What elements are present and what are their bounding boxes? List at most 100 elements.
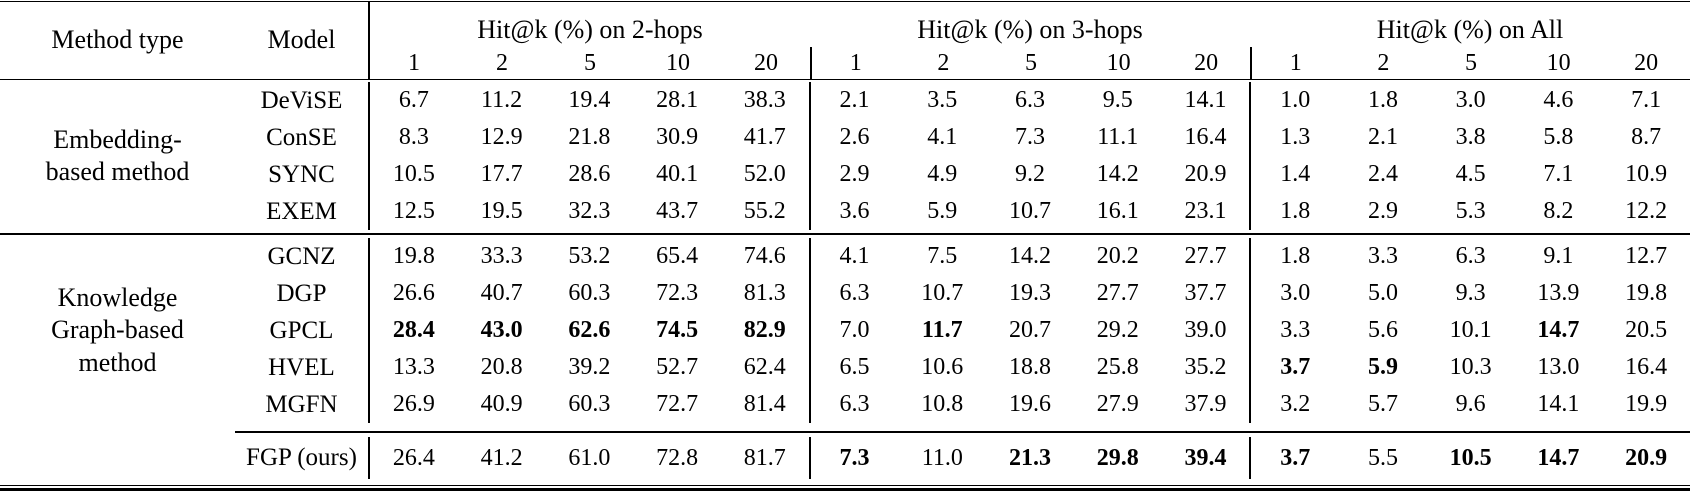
model-name: GPCL: [235, 312, 370, 349]
value-cell: 43.0: [480, 317, 523, 343]
value-cell: 37.9: [1184, 391, 1227, 417]
table-row: EXEM 12.5 19.5 32.3 43.7 55.2 3.6 5.9 10.7 16.1 23…: [235, 193, 1690, 230]
value-cell: 6.3: [1455, 243, 1486, 269]
value-group-2: 7.3 11.0 21.3 29.8 39.4: [808, 437, 1250, 479]
subcol-header: 10: [1106, 49, 1131, 76]
value-cell: 26.4: [392, 444, 435, 471]
value-cell: 14.7: [1537, 444, 1580, 471]
table-header: Method type Model Hit@k (%) on 2-hops 1 2 5…: [0, 0, 1690, 79]
value-cell: 26.9: [392, 391, 435, 417]
method-type-line: Embedding-: [53, 124, 182, 154]
subheader-row: 1 2 5 10 20: [810, 46, 1250, 79]
value-cell: 20.8: [480, 354, 523, 380]
table-row: GPCL 28.4 43.0 62.6 74.5 82.9 7.0 11.7 20.7 29.2 3…: [235, 312, 1690, 349]
value-cell: 2.9: [1367, 198, 1398, 224]
value-cell: 81.4: [743, 391, 786, 417]
subcol-header: 1: [408, 49, 420, 76]
value-cell: 12.5: [392, 198, 435, 224]
bottom-rules: [0, 485, 1690, 491]
value-group-1: 26.9 40.9 60.3 72.7 81.4: [370, 386, 809, 423]
value-cell: 16.4: [1184, 124, 1227, 150]
value-cell: 19.8: [1625, 280, 1668, 306]
value-cell: 16.4: [1625, 354, 1668, 380]
value-cell: 6.3: [839, 280, 870, 306]
method-type-label: Knowledge Graph-based method: [0, 235, 235, 426]
value-group-3: 3.0 5.0 9.3 13.9 19.8: [1249, 275, 1690, 312]
value-cell: 20.5: [1625, 317, 1668, 343]
value-cell: 7.1: [1543, 161, 1574, 187]
value-cell: 2.9: [839, 161, 870, 187]
value-cell: 1.0: [1280, 87, 1311, 113]
value-cell: 13.9: [1537, 280, 1580, 306]
value-group-1: 13.3 20.8 39.2 52.7 62.4: [370, 349, 809, 386]
model-name: DGP: [235, 275, 370, 312]
value-cell: 61.0: [568, 444, 611, 471]
value-cell: 3.3: [1280, 317, 1311, 343]
value-cell: 6.5: [839, 354, 870, 380]
value-group-3: 1.4 2.4 4.5 7.1 10.9: [1249, 156, 1690, 193]
value-cell: 14.2: [1009, 243, 1051, 269]
value-cell: 4.6: [1543, 87, 1574, 113]
value-cell: 41.2: [480, 444, 523, 471]
value-cell: 3.3: [1367, 243, 1398, 269]
model-name: DeViSE: [235, 82, 370, 119]
value-group-1: 26.4 41.2 61.0 72.8 81.7: [370, 437, 809, 479]
value-cell: 11.7: [921, 317, 963, 343]
value-cell: 28.1: [656, 87, 699, 113]
subcol-header: 5: [584, 49, 596, 76]
value-group-2: 6.3 10.7 19.3 27.7 37.7: [808, 275, 1250, 312]
value-group-3: 1.0 1.8 3.0 4.6 7.1: [1249, 82, 1690, 119]
value-group-3: 1.8 3.3 6.3 9.1 12.7: [1249, 238, 1690, 275]
col-header-model: Model: [235, 0, 370, 79]
group-title: Hit@k (%) on 2-hops: [477, 14, 703, 44]
value-cell: 10.8: [921, 391, 964, 417]
value-cell: 10.1: [1449, 317, 1492, 343]
value-cell: 9.6: [1455, 391, 1486, 417]
value-cell: 7.3: [1015, 124, 1045, 150]
value-cell: 7.3: [839, 444, 870, 471]
subheader-row: 1 2 5 10 20: [1250, 46, 1690, 79]
value-cell: 10.5: [392, 161, 435, 187]
subcol-header: 5: [1024, 49, 1037, 76]
header-group-2: Hit@k (%) on 3-hops 1 2 5 10 20: [810, 1, 1250, 79]
value-cell: 39.2: [568, 354, 611, 380]
value-cell: 30.9: [656, 124, 699, 150]
header-group-1: Hit@k (%) on 2-hops 1 2 5 10 20: [370, 1, 810, 79]
value-cell: 53.2: [568, 243, 611, 269]
value-cell: 14.1: [1537, 391, 1580, 417]
table-row: FGP (ours) 26.4 41.2 61.0 72.8 81.7 7.3 11.0 21.…: [235, 437, 1690, 479]
value-cell: 1.8: [1280, 198, 1311, 224]
value-group-1: 6.7 11.2 19.4 28.1 38.3: [370, 82, 809, 119]
value-cell: 74.6: [743, 243, 786, 269]
value-group-3: 3.7 5.5 10.5 14.7 20.9: [1249, 437, 1690, 479]
value-cell: 40.1: [656, 161, 699, 187]
value-cell: 5.7: [1367, 391, 1398, 417]
value-cell: 39.0: [1184, 317, 1227, 343]
value-cell: 52.7: [656, 354, 699, 380]
value-cell: 21.8: [568, 124, 611, 150]
value-cell: 7.5: [927, 243, 958, 269]
value-cell: 10.7: [921, 280, 964, 306]
value-cell: 41.7: [743, 124, 786, 150]
value-cell: 5.8: [1543, 124, 1574, 150]
value-cell: 28.4: [392, 317, 435, 343]
subcol-header: 2: [1377, 49, 1390, 76]
value-group-3: 3.3 5.6 10.1 14.7 20.5: [1249, 312, 1690, 349]
table-row: DGP 26.6 40.7 60.3 72.3 81.3 6.3 10.7 19.3 27.7 37…: [235, 275, 1690, 312]
value-group-3: 3.7 5.9 10.3 13.0 16.4: [1249, 349, 1690, 386]
value-cell: 10.6: [921, 354, 964, 380]
value-group-2: 3.6 5.9 10.7 16.1 23.1: [808, 193, 1250, 230]
value-cell: 6.7: [398, 87, 429, 113]
value-group-2: 7.0 11.7 20.7 29.2 39.0: [808, 312, 1250, 349]
value-cell: 74.5: [656, 317, 699, 343]
value-group-2: 2.6 4.1 7.3 11.1 16.4: [808, 119, 1250, 156]
value-cell: 7.1: [1631, 87, 1662, 113]
value-cell: 5.0: [1367, 280, 1398, 306]
value-group-1: 8.3 12.9 21.8 30.9 41.7: [370, 119, 809, 156]
value-cell: 10.9: [1625, 161, 1668, 187]
group-title: Hit@k (%) on 3-hops: [917, 14, 1143, 44]
value-cell: 12.7: [1625, 243, 1668, 269]
value-cell: 14.2: [1096, 161, 1139, 187]
value-cell: 12.2: [1625, 198, 1668, 224]
value-cell: 1.8: [1280, 243, 1311, 269]
